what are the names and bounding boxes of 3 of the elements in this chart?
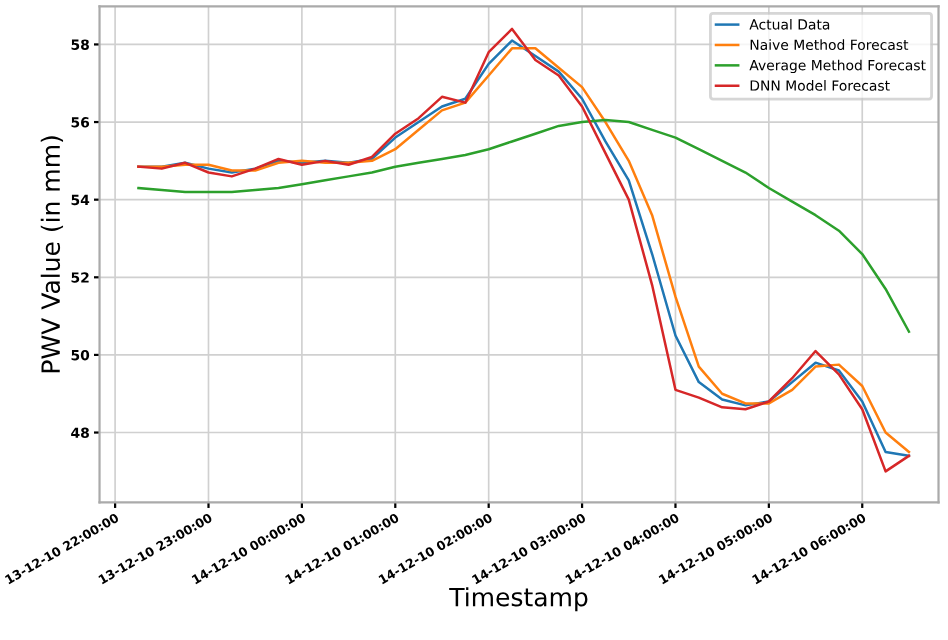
line-series	[137, 118, 911, 333]
y-axis-title: PWV Value (in mm)	[40, 136, 64, 373]
x-axis-title: Timestamp	[449, 587, 588, 612]
